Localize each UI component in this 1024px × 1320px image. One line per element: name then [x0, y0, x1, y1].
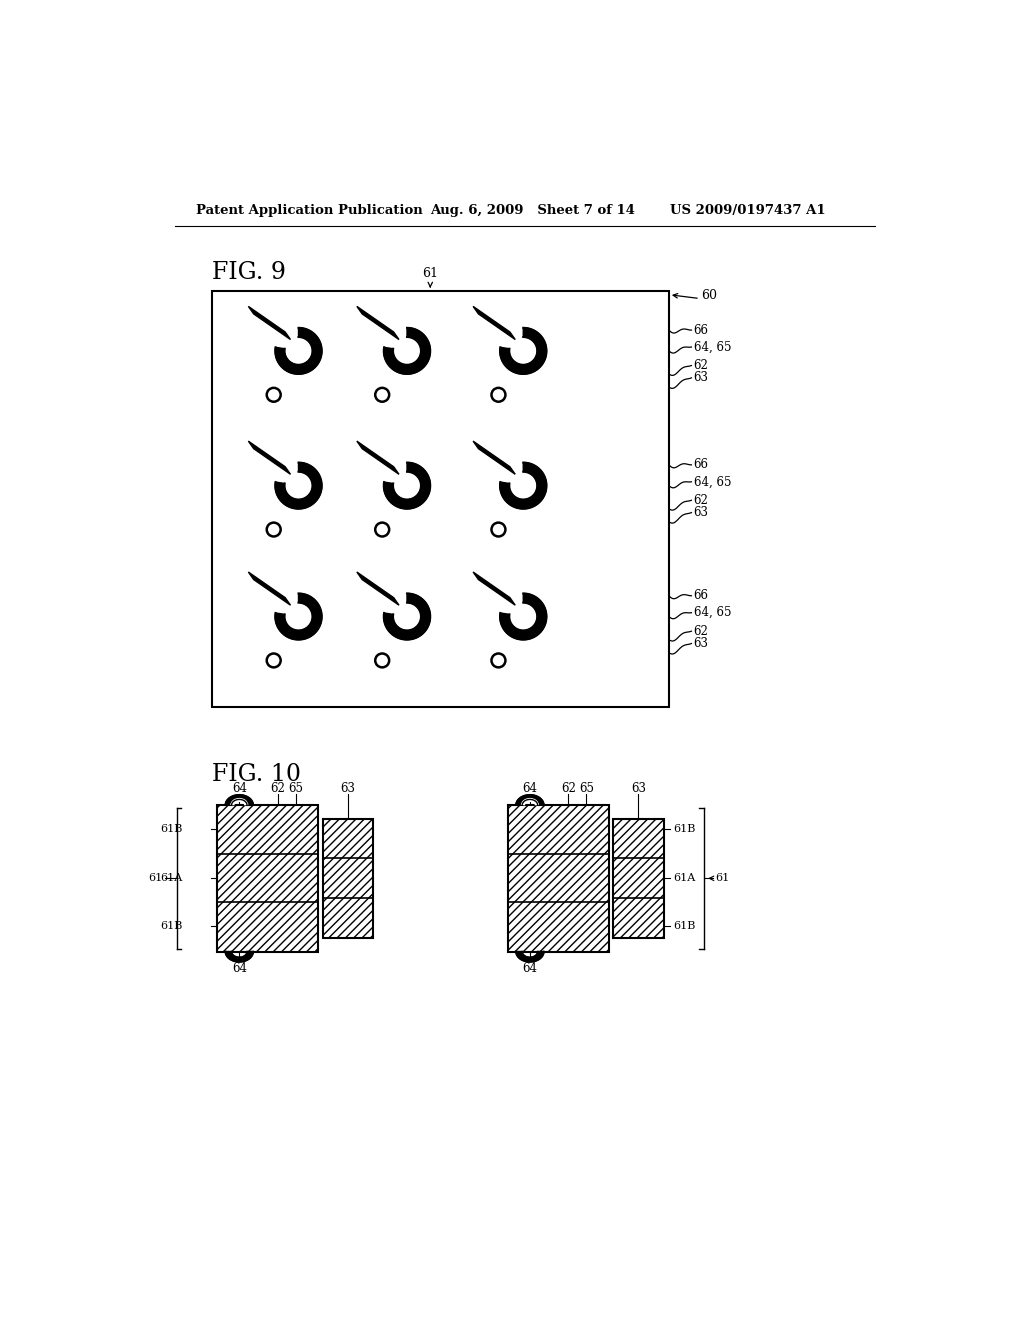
Polygon shape	[516, 795, 544, 805]
Text: 63: 63	[340, 781, 355, 795]
Polygon shape	[275, 594, 322, 640]
Text: 61: 61	[716, 874, 730, 883]
Polygon shape	[384, 594, 430, 640]
Circle shape	[375, 523, 389, 536]
Polygon shape	[356, 306, 399, 339]
Circle shape	[492, 523, 506, 536]
Text: 63: 63	[631, 781, 646, 795]
Polygon shape	[516, 952, 544, 962]
Text: 66: 66	[693, 458, 709, 471]
Circle shape	[266, 523, 281, 536]
Polygon shape	[249, 572, 291, 605]
Circle shape	[286, 473, 311, 499]
Text: 64: 64	[231, 781, 247, 795]
Circle shape	[510, 338, 537, 364]
Circle shape	[510, 603, 537, 630]
Polygon shape	[500, 594, 547, 640]
Text: 62: 62	[693, 359, 709, 372]
Circle shape	[286, 603, 311, 630]
Text: 63: 63	[693, 371, 709, 384]
Text: Aug. 6, 2009   Sheet 7 of 14: Aug. 6, 2009 Sheet 7 of 14	[430, 205, 635, 218]
Circle shape	[492, 388, 506, 401]
Text: 64: 64	[231, 962, 247, 975]
Text: 61: 61	[148, 874, 163, 883]
Text: 65: 65	[288, 781, 303, 795]
Polygon shape	[356, 572, 399, 605]
Circle shape	[510, 473, 537, 499]
Circle shape	[394, 338, 420, 364]
Polygon shape	[249, 306, 291, 339]
Bar	[508, 805, 608, 952]
Polygon shape	[225, 952, 253, 962]
Circle shape	[375, 388, 389, 401]
Text: FIG. 9: FIG. 9	[212, 261, 286, 284]
Circle shape	[394, 473, 420, 499]
Circle shape	[286, 338, 311, 364]
Circle shape	[375, 653, 389, 668]
Text: 65: 65	[579, 781, 594, 795]
Polygon shape	[384, 462, 430, 508]
Text: 61B: 61B	[673, 825, 695, 834]
Text: 66: 66	[693, 323, 709, 337]
Text: 62: 62	[561, 781, 575, 795]
Polygon shape	[473, 306, 515, 339]
Bar	[613, 818, 664, 937]
Circle shape	[492, 653, 506, 668]
Polygon shape	[500, 327, 547, 374]
Text: 66: 66	[693, 589, 709, 602]
Polygon shape	[500, 462, 547, 508]
Text: 64, 65: 64, 65	[693, 341, 731, 354]
Text: 64, 65: 64, 65	[693, 606, 731, 619]
Text: 63: 63	[693, 638, 709, 649]
Text: 61: 61	[422, 268, 438, 280]
Polygon shape	[275, 462, 322, 508]
Text: 60: 60	[701, 289, 718, 302]
Circle shape	[266, 653, 281, 668]
Text: 63: 63	[693, 506, 709, 519]
Text: 61A: 61A	[673, 874, 695, 883]
Polygon shape	[356, 441, 399, 474]
Bar	[217, 805, 317, 952]
Text: 62: 62	[693, 494, 709, 507]
Bar	[212, 290, 669, 706]
Text: FIG. 10: FIG. 10	[212, 763, 301, 785]
Polygon shape	[473, 572, 515, 605]
Text: 61B: 61B	[673, 921, 695, 932]
Text: 64: 64	[522, 781, 538, 795]
Text: US 2009/0197437 A1: US 2009/0197437 A1	[671, 205, 826, 218]
Text: 61B: 61B	[160, 825, 182, 834]
Text: 64: 64	[522, 962, 538, 975]
Polygon shape	[384, 327, 430, 374]
Text: 61B: 61B	[160, 921, 182, 932]
Text: 62: 62	[693, 624, 709, 638]
Polygon shape	[225, 795, 253, 805]
Bar	[323, 818, 373, 937]
Polygon shape	[249, 441, 291, 474]
Text: 61A: 61A	[160, 874, 182, 883]
Circle shape	[266, 388, 281, 401]
Circle shape	[394, 603, 420, 630]
Polygon shape	[473, 441, 515, 474]
Text: 64, 65: 64, 65	[693, 475, 731, 488]
Text: Patent Application Publication: Patent Application Publication	[197, 205, 423, 218]
Text: 62: 62	[270, 781, 285, 795]
Polygon shape	[275, 327, 322, 374]
